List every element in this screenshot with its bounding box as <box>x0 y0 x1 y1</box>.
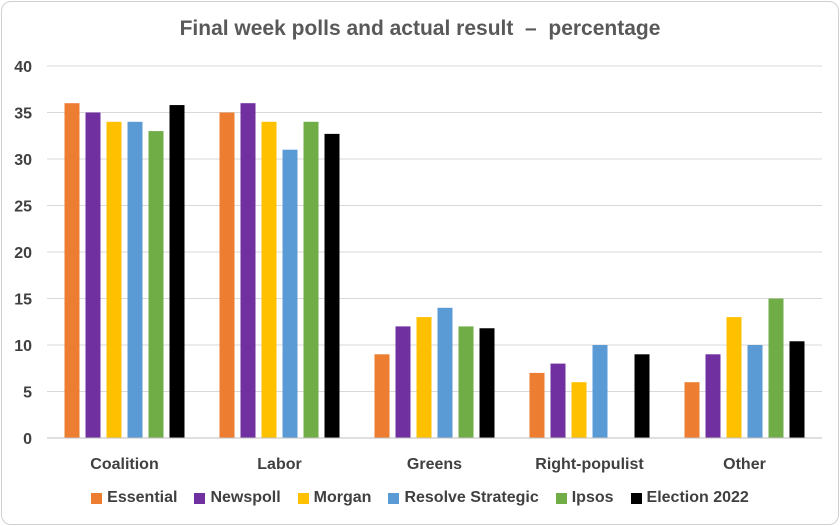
x-category-label: Greens <box>407 456 462 473</box>
bar-morgan-right-populist <box>571 382 587 438</box>
legend-swatch <box>297 492 309 504</box>
x-category-label: Other <box>723 456 766 473</box>
legend-item: Election 2022 <box>630 489 749 507</box>
bar-morgan-labor <box>261 121 277 439</box>
y-tick-label: 35 <box>14 106 32 123</box>
bar-newspoll-coalition <box>85 112 101 438</box>
y-tick-label: 20 <box>14 245 32 262</box>
bar-newspoll-other <box>705 354 721 438</box>
x-category-label: Labor <box>257 456 301 473</box>
bar-essential-coalition <box>64 103 80 438</box>
legend-swatch <box>194 492 206 504</box>
y-tick-label: 25 <box>14 199 32 216</box>
y-tick-label: 0 <box>23 431 32 448</box>
legend-label: Resolve Strategic <box>404 489 539 506</box>
bar-newspoll-greens <box>395 326 411 438</box>
y-tick-label: 15 <box>14 292 32 309</box>
bar-ipsos-labor <box>303 121 319 439</box>
bar-essential-other <box>684 382 700 438</box>
chart-title: Final week polls and actual result – per… <box>179 17 661 40</box>
legend-item: Morgan <box>297 489 372 507</box>
legend-item: Ipsos <box>555 489 614 507</box>
bar-newspoll-right-populist <box>550 363 566 438</box>
bar-election-2022-coalition <box>169 105 185 438</box>
bar-morgan-coalition <box>106 121 122 439</box>
legend-label: Election 2022 <box>646 489 749 506</box>
bar-newspoll-labor <box>240 103 256 438</box>
y-tick-label: 30 <box>14 152 32 169</box>
legend-label: Essential <box>107 489 178 506</box>
legend-swatch <box>388 492 400 504</box>
legend-label: Ipsos <box>571 489 614 506</box>
bar-election-2022-labor <box>324 133 340 438</box>
bar-ipsos-other <box>768 298 784 438</box>
x-axis-categories: Coalition Labor Greens Right-populist Other <box>90 456 766 473</box>
bar-resolve-strategic-other <box>747 345 763 438</box>
bar-essential-labor <box>219 112 235 438</box>
bar-ipsos-greens <box>458 326 474 438</box>
bar-ipsos-coalition <box>148 131 164 438</box>
x-category-label: Coalition <box>90 456 158 473</box>
bar-resolve-strategic-greens <box>437 307 453 438</box>
legend-item: Essential <box>91 489 177 507</box>
bar-resolve-strategic-coalition <box>127 121 143 439</box>
bar-election-2022-other <box>789 341 805 438</box>
y-tick-label: 10 <box>14 338 32 355</box>
bar-election-2022-greens <box>479 328 495 438</box>
bar-morgan-greens <box>416 317 432 438</box>
legend-swatch <box>91 492 103 504</box>
x-category-label: Right-populist <box>535 456 644 473</box>
legend: Essential Newspoll Morgan Resolve Strategic… <box>0 489 840 507</box>
y-tick-label: 40 <box>14 59 32 76</box>
bar-resolve-strategic-labor <box>282 149 298 438</box>
legend-item: Resolve Strategic <box>388 489 539 507</box>
bar-resolve-strategic-right-populist <box>592 345 608 438</box>
legend-label: Morgan <box>313 489 372 506</box>
legend-swatch <box>555 492 567 504</box>
legend-swatch <box>630 492 642 504</box>
bars <box>64 103 805 439</box>
bar-election-2022-right-populist <box>634 354 650 438</box>
y-tick-label: 5 <box>23 385 32 402</box>
y-axis-ticks: 0 5 10 15 20 25 30 35 40 <box>14 59 32 448</box>
legend-item: Newspoll <box>194 489 281 507</box>
bar-essential-right-populist <box>529 372 545 438</box>
bar-morgan-other <box>726 317 742 438</box>
bar-essential-greens <box>374 354 390 438</box>
legend-label: Newspoll <box>210 489 281 506</box>
